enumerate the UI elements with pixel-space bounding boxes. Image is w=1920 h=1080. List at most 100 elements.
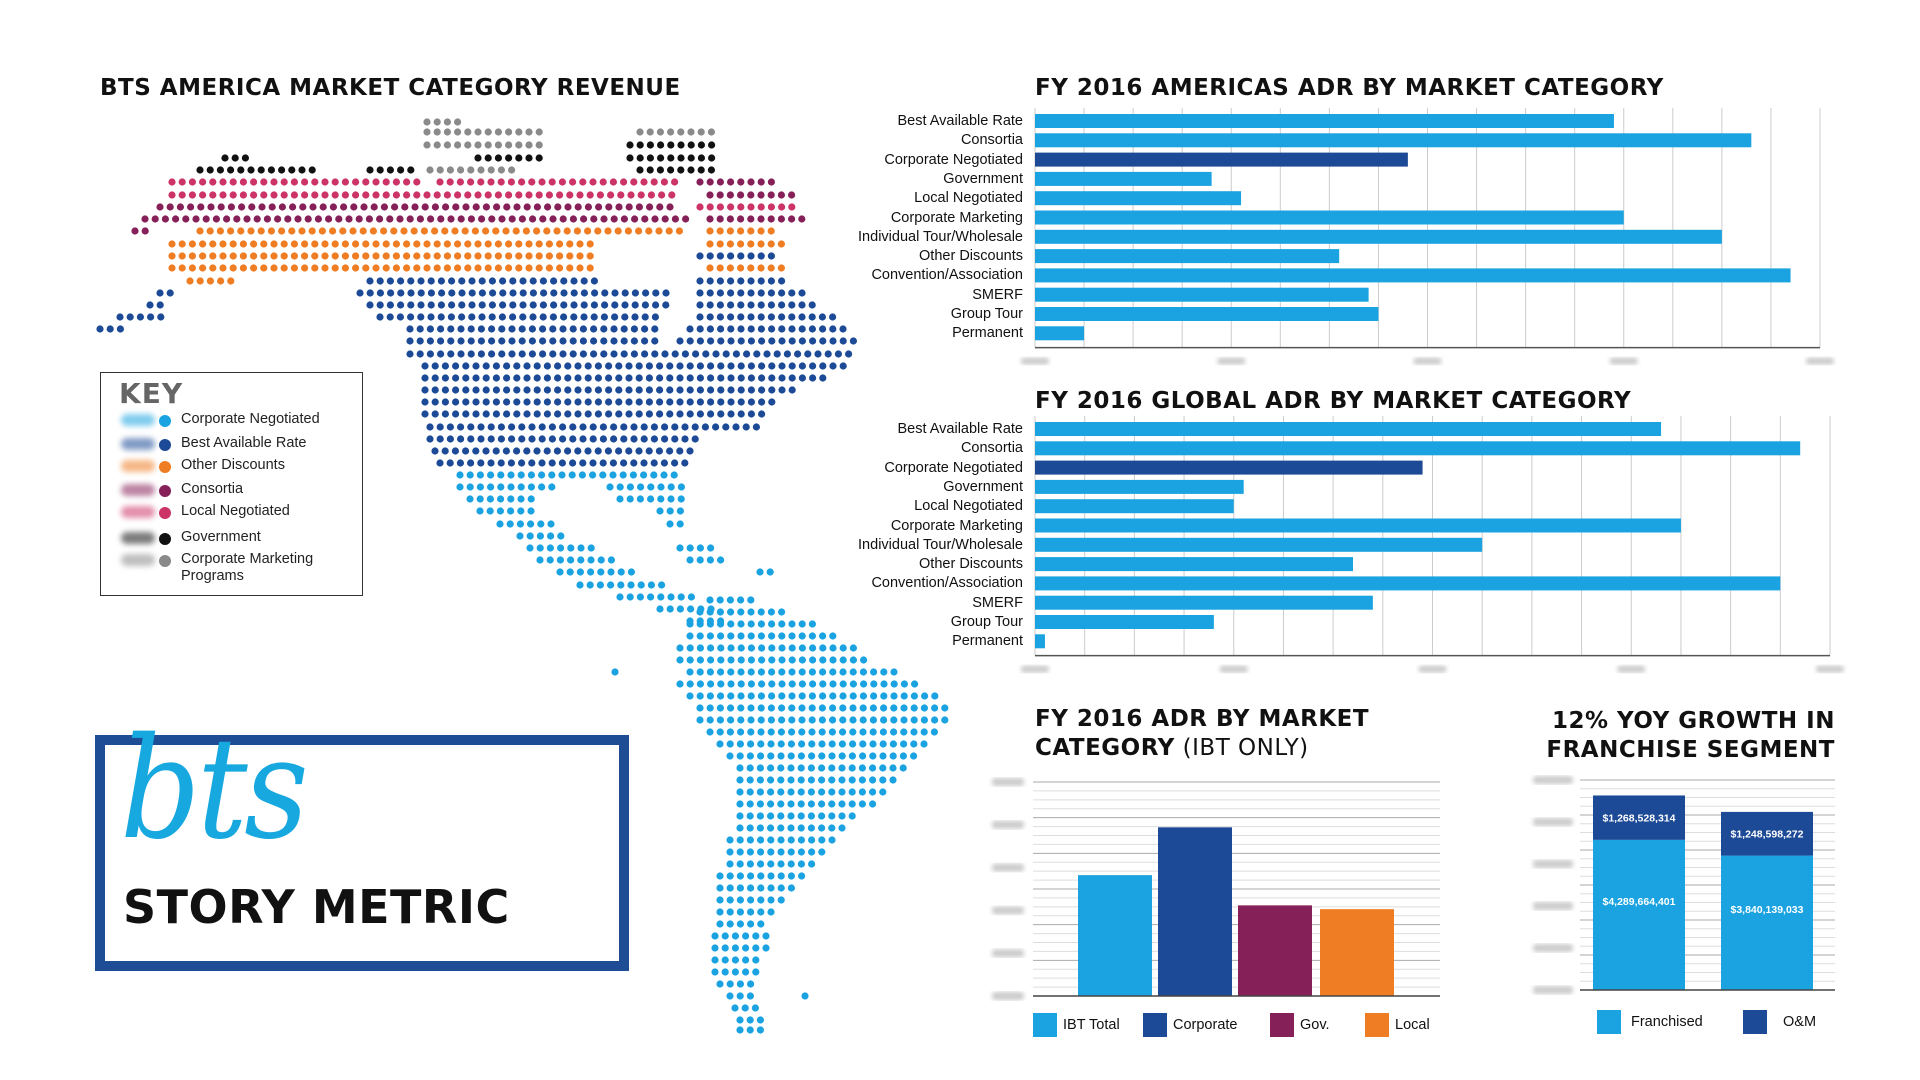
map-dot bbox=[828, 752, 836, 760]
ibt-adr-title-line2: CATEGORY bbox=[1035, 735, 1175, 761]
key-label: Other Discounts bbox=[181, 457, 285, 473]
map-dot bbox=[527, 520, 535, 528]
map-dot bbox=[686, 386, 694, 394]
map-dot bbox=[533, 398, 541, 406]
bar bbox=[1035, 518, 1681, 533]
map-dot bbox=[828, 764, 836, 772]
map-dot bbox=[900, 728, 908, 736]
map-dot bbox=[556, 240, 564, 248]
map-dot bbox=[706, 668, 715, 676]
map-dot bbox=[788, 632, 796, 640]
map-dot bbox=[747, 264, 755, 272]
map-dot bbox=[746, 764, 754, 772]
map-dot bbox=[737, 704, 745, 712]
map-dot bbox=[640, 459, 648, 467]
key-label: Local Negotiated bbox=[181, 503, 290, 519]
map-dot bbox=[478, 215, 486, 223]
map-dot bbox=[747, 692, 755, 700]
map-dot bbox=[756, 824, 765, 832]
map-dot bbox=[372, 178, 380, 186]
map-dot bbox=[545, 252, 554, 260]
map-dot bbox=[545, 264, 554, 272]
map-dot bbox=[548, 471, 556, 479]
map-dot bbox=[433, 240, 441, 248]
map-dot bbox=[777, 752, 785, 760]
map-dot bbox=[726, 264, 735, 272]
map-dot bbox=[594, 386, 603, 394]
map-dot bbox=[666, 203, 674, 211]
category-label: Group Tour bbox=[950, 614, 1023, 630]
map-dot bbox=[508, 325, 516, 333]
map-dot bbox=[747, 872, 755, 880]
map-dot bbox=[417, 289, 425, 297]
map-dot bbox=[798, 313, 806, 321]
map-dot bbox=[535, 191, 543, 199]
map-dot bbox=[156, 289, 164, 297]
map-dot bbox=[727, 656, 735, 664]
map-dot bbox=[298, 227, 306, 235]
map-dot bbox=[727, 398, 735, 406]
map-dot bbox=[777, 872, 785, 880]
map-dot bbox=[349, 227, 357, 235]
map-dot bbox=[717, 644, 725, 652]
map-dot bbox=[778, 656, 786, 664]
map-dot bbox=[443, 128, 451, 136]
map-dot bbox=[656, 203, 664, 211]
map-dot bbox=[839, 668, 847, 676]
map-dot bbox=[797, 764, 805, 772]
map-dot bbox=[900, 680, 909, 688]
map-dot bbox=[507, 471, 515, 479]
map-dot bbox=[726, 992, 734, 1000]
map-dot bbox=[808, 313, 816, 321]
map-dot bbox=[497, 459, 505, 467]
key-item: Corporate Marketing Programs bbox=[121, 551, 361, 584]
map-dot bbox=[671, 215, 680, 223]
map-dot bbox=[508, 337, 516, 345]
map-dot bbox=[589, 435, 597, 443]
map-dot bbox=[543, 386, 552, 394]
map-dot bbox=[362, 252, 370, 260]
map-dot bbox=[106, 325, 114, 333]
map-dot bbox=[696, 325, 704, 333]
map-dot bbox=[736, 824, 744, 832]
map-dot bbox=[839, 325, 847, 333]
map-dot bbox=[280, 264, 288, 272]
map-dot bbox=[757, 728, 765, 736]
map-dot bbox=[601, 301, 609, 309]
map-dot bbox=[666, 386, 674, 394]
map-dot bbox=[407, 301, 415, 309]
map-dot bbox=[824, 350, 832, 358]
map-dot bbox=[858, 764, 867, 772]
map-dot bbox=[538, 483, 546, 491]
map-dot bbox=[584, 362, 592, 370]
map-dot bbox=[712, 423, 720, 431]
map-dot bbox=[538, 459, 546, 467]
map-dot bbox=[321, 191, 329, 199]
map-dot bbox=[752, 968, 760, 976]
map-dot bbox=[756, 800, 765, 808]
map-dot bbox=[676, 544, 684, 552]
map-dot bbox=[767, 812, 775, 820]
map-dot bbox=[645, 410, 654, 418]
map-dot bbox=[727, 313, 735, 321]
map-dot bbox=[426, 423, 434, 431]
map-dot bbox=[502, 227, 510, 235]
map-dot bbox=[484, 240, 492, 248]
map-dot bbox=[467, 178, 475, 186]
map-dot bbox=[757, 884, 765, 892]
map-dot bbox=[627, 191, 635, 199]
map-dot bbox=[356, 289, 364, 297]
map-dot bbox=[477, 423, 485, 431]
map-dot bbox=[586, 581, 594, 589]
map-dot bbox=[630, 337, 639, 345]
map-dot bbox=[778, 620, 786, 628]
map-dot bbox=[889, 764, 897, 772]
map-dot bbox=[557, 544, 565, 552]
map-dot bbox=[464, 264, 472, 272]
map-dot bbox=[216, 166, 224, 174]
map-dot bbox=[621, 301, 629, 309]
map-dot bbox=[199, 178, 207, 186]
map-dot bbox=[646, 166, 654, 174]
bar bbox=[1035, 557, 1353, 572]
bar bbox=[1035, 595, 1373, 610]
